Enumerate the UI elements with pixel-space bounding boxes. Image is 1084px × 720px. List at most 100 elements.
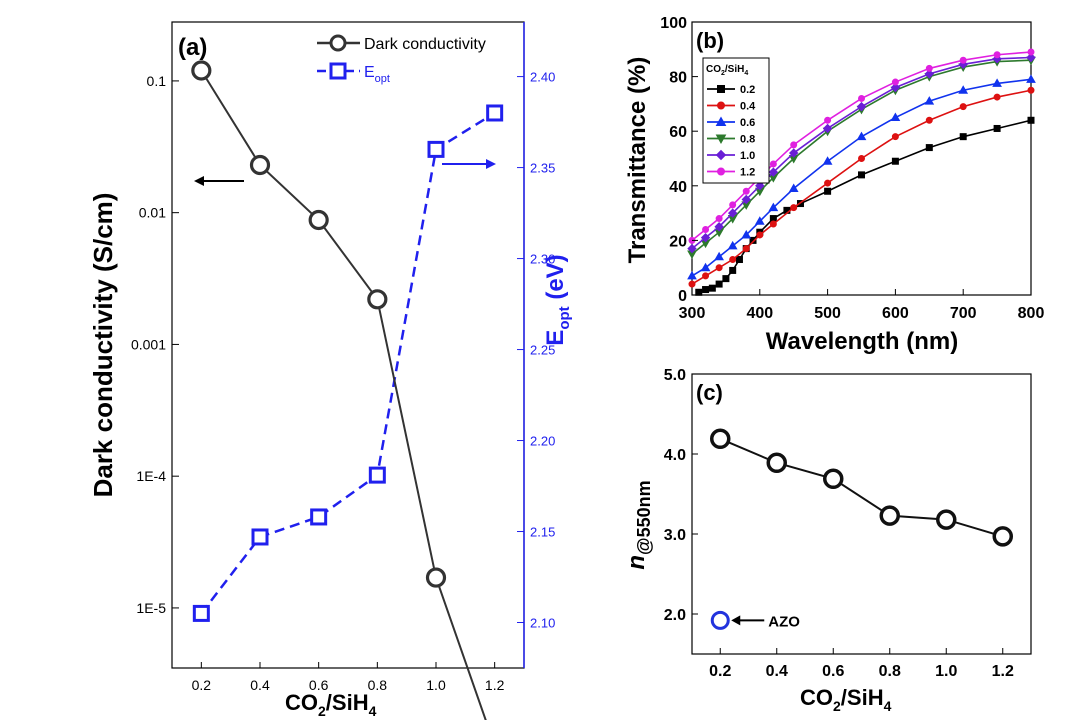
- legend-dark-conductivity: Dark conductivity: [364, 36, 486, 53]
- panel-a-x-axis-label: CO2/SiH4: [285, 690, 377, 719]
- x-tick-label: 400: [746, 305, 773, 322]
- x-tick-label: 0.8: [879, 663, 901, 680]
- panel-c: 0.2 0.4 0.6 0.8 1.0 1.2 2.0 3.0 4.0 5.0 (c) n@55…: [623, 367, 1032, 714]
- transmittance-point: [856, 131, 867, 141]
- transmittance-point: [958, 59, 968, 70]
- transmittance-point: [891, 133, 899, 141]
- panel-b-label: (b): [696, 28, 724, 53]
- transmittance-point: [822, 156, 833, 165]
- refractive-index-line: [719, 437, 1004, 538]
- transmittance-point: [788, 183, 799, 193]
- transmittance-point: [727, 208, 738, 218]
- transmittance-point: [958, 85, 969, 94]
- transmittance-point: [959, 133, 967, 141]
- transmittance-point: [768, 202, 779, 212]
- transmittance-point: [959, 103, 967, 111]
- left-axis-arrow: [194, 176, 244, 186]
- x-tick-label: 700: [950, 305, 977, 322]
- transmittance-point: [858, 94, 865, 102]
- transmittance-point: [741, 229, 752, 239]
- transmittance-point: [742, 245, 750, 253]
- x-tick-label: 0.4: [250, 677, 270, 693]
- transmittance-point: [727, 240, 738, 250]
- y-left-tick-label: 0.1: [147, 73, 167, 89]
- transmittance-point: [890, 112, 901, 122]
- eopt-point: [427, 140, 445, 158]
- eopt-series-line: [200, 111, 496, 615]
- y-left-tick-label: 0.001: [131, 336, 166, 352]
- x-tick-label: 600: [882, 305, 909, 322]
- y-tick-label: 100: [660, 15, 687, 32]
- panel-a-y-axis-label-right: Eopt (eV): [542, 254, 573, 345]
- azo-marker: [710, 610, 730, 630]
- panel-c-label: (c): [696, 380, 723, 405]
- transmittance-point: [993, 51, 1001, 59]
- panel-b-y-axis-label: Transmittance (%): [624, 57, 651, 264]
- transmittance-point: [755, 181, 765, 191]
- transmittance-point: [925, 144, 933, 152]
- transmittance-point: [858, 155, 865, 162]
- transmittance-point: [925, 116, 933, 124]
- y-left-tick-label: 0.01: [139, 205, 166, 221]
- transmittance-point: [729, 266, 737, 274]
- transmittance-point: [700, 262, 711, 272]
- panel-c-series: [710, 428, 1013, 547]
- y-tick-label: 40: [669, 179, 687, 196]
- transmittance-point: [856, 101, 867, 112]
- transmittance-point: [891, 157, 899, 165]
- legend-circle-marker: [329, 34, 347, 52]
- legend-label-1.2: 1.2: [740, 167, 755, 179]
- transmittance-point: [695, 288, 703, 296]
- transmittance-point: [824, 116, 832, 124]
- transmittance-point: [708, 284, 716, 292]
- eopt-point: [192, 604, 210, 622]
- y-left-tick-label: 1E-5: [136, 600, 166, 616]
- transmittance-point: [715, 215, 723, 223]
- y-right-tick-label: 2.35: [530, 161, 555, 176]
- x-tick-label: 0.2: [192, 677, 212, 693]
- y-tick-label: 5.0: [664, 367, 686, 384]
- legend-marker: [715, 116, 727, 126]
- legend-marker: [717, 85, 725, 93]
- legend-marker: [717, 101, 725, 110]
- transmittance-point: [756, 231, 764, 239]
- x-tick-label: 0.2: [709, 663, 731, 680]
- dark-conductivity-series-line: [200, 69, 487, 720]
- legend-label-0.6: 0.6: [740, 117, 755, 129]
- transmittance-point: [993, 124, 1001, 132]
- eopt-point: [486, 104, 504, 122]
- refractive-index-point: [823, 468, 844, 490]
- transmittance-point: [790, 141, 798, 149]
- y-tick-label: 3.0: [664, 527, 686, 544]
- panel-b-legend: CO2/SiH4 0.2 0.4 0.6 0.8 1.0 1.2: [702, 57, 770, 184]
- transmittance-point: [687, 243, 697, 254]
- transmittance-point: [754, 216, 765, 225]
- legend-label-0.4: 0.4: [740, 101, 756, 113]
- legend-label-1.0: 1.0: [740, 150, 755, 162]
- transmittance-point: [890, 82, 901, 93]
- y-tick-label: 0: [678, 288, 687, 305]
- dark-conductivity-point: [425, 567, 447, 588]
- transmittance-point: [749, 236, 757, 244]
- x-tick-label: 0.8: [368, 677, 388, 693]
- transmittance-point: [1027, 48, 1035, 56]
- panel-b: 300 400 500 600 700 800 0 20 40 60 80 100 (b) Tran…: [624, 15, 1044, 355]
- y-right-tick-label: 2.20: [530, 434, 555, 449]
- transmittance-point: [700, 232, 711, 243]
- panel-a-x-ticks: 0.2 0.4 0.6 0.8 1.0 1.2: [192, 662, 505, 693]
- legend-title: CO2/SiH4: [706, 64, 748, 77]
- transmittance-point: [702, 272, 710, 280]
- transmittance-point: [790, 204, 798, 212]
- transmittance-point: [702, 225, 710, 233]
- y-tick-label: 80: [669, 70, 687, 87]
- panel-a-label: (a): [178, 34, 207, 61]
- transmittance-point: [925, 64, 933, 72]
- legend-label-0.8: 0.8: [740, 134, 755, 146]
- x-tick-label: 0.6: [822, 663, 844, 680]
- transmittance-point: [688, 280, 696, 288]
- y-right-tick-label: 2.30: [530, 252, 555, 267]
- azo-annotation: AZO: [710, 610, 800, 630]
- transmittance-point: [992, 78, 1002, 87]
- panel-a-frame: [171, 21, 525, 669]
- panel-c-y-axis-label: n@550nm: [623, 480, 654, 569]
